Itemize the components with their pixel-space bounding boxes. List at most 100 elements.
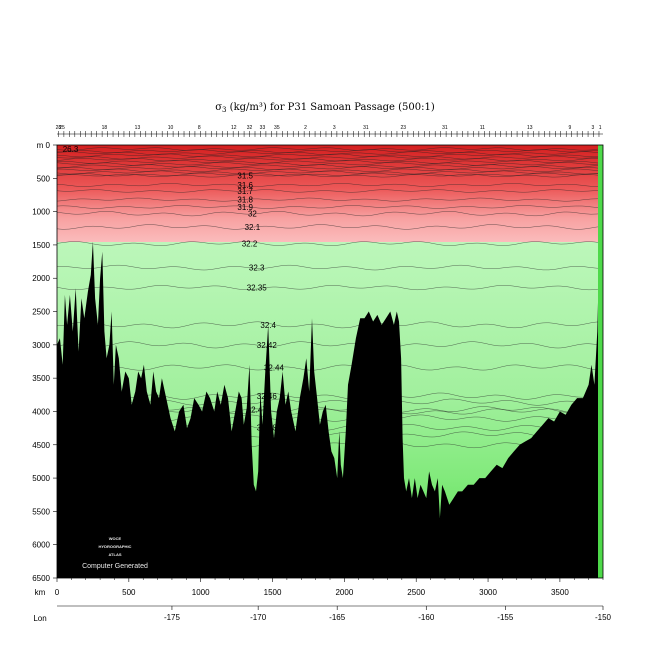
station-label: 25 [59,125,65,131]
isopycnal-line [57,197,603,202]
station-label: 9 [569,125,572,131]
y-tick-label: 3500 [32,374,50,383]
y-tick-label: 5000 [32,474,50,483]
lon-tick-label: -175 [164,613,181,622]
isopycnal-line [57,147,603,151]
isopycnal-label: 32 [248,210,257,219]
x-axis-unit: km [35,588,46,597]
isopycnal-line [57,205,603,209]
isopycnal-label: 32.47 [247,405,268,414]
isopycnal-line [57,172,603,177]
isopycnal-label: 32.1 [245,223,261,232]
isopycnal-line [57,211,603,217]
isopycnal-label: 31.9 [237,203,253,212]
isopycnal-label: 32.35 [247,284,268,293]
isopycnal-line [57,158,603,162]
x-tick-label: 2000 [335,588,353,597]
isopycnal-line [57,224,603,230]
isopycnal-line [57,321,603,329]
x-tick-label: 2500 [407,588,425,597]
y-tick-label: 3000 [32,341,50,350]
isopycnal-label: 32.4 [260,321,276,330]
isopycnal-label: 31.5 [237,172,253,181]
upper-density-band [57,145,603,242]
x-tick-label: 1500 [264,588,282,597]
isopycnal-line [57,341,603,349]
isopycnal-line [57,183,603,187]
station-label: 31 [363,125,369,131]
x-tick-label: 3500 [551,588,569,597]
watermark-line-1: WOCE [109,536,122,541]
station-label: 35 [274,125,280,131]
station-label: 18 [102,125,108,131]
x-tick-label: 0 [55,588,60,597]
station-label: 3 [592,125,595,131]
y-axis-unit: m [37,141,44,150]
x-tick-label: 3000 [479,588,497,597]
isopycnal-lines [57,147,603,449]
station-label: 13 [135,125,141,131]
station-label: 12 [231,125,237,131]
watermark-line-2: HYDROGRAPHIC [99,544,132,549]
isopycnal-line [57,173,603,178]
x-tick-label: 500 [122,588,136,597]
isopycnal-label: 32.2 [242,240,258,249]
lon-ticks: -175 -170 -165 -160 -155 -150 [164,606,612,622]
chart-title: σ3 (kg/m³) for P31 Samoan Passage (500:1… [215,102,435,114]
isopycnal-label: 32.48 [257,423,278,432]
isopycnal-label: 31.6 [237,181,253,190]
watermark-line-3: ATLAS [108,552,121,557]
isopycnal-line [57,285,603,291]
isopycnal-line [57,159,603,164]
station-label: 32 [247,125,253,131]
station-ticks [58,131,600,137]
lon-tick-label: -170 [250,613,267,622]
x-ticks: 0 500 1000 1500 2000 2500 3000 3500 [55,578,604,597]
lon-tick-label: -150 [595,613,612,622]
plot-area: 26.3 31.531.631.731.831.932 32.1 32.2 32.3 32… [57,145,603,578]
isopycnal-line [57,170,603,175]
isopycnal-label: 32.44 [264,363,285,372]
isopycnal-label: 31.7 [237,187,253,196]
isopycnal-line [57,189,603,193]
y-tick-label: 0 [46,141,51,150]
isopycnal-label: 32.46 [257,392,278,401]
station-label: 13 [527,125,533,131]
y-tick-label: 500 [37,174,51,183]
isopycnal-line [57,153,603,158]
y-tick-label: 1500 [32,241,50,250]
x-tick-label: 1000 [192,588,210,597]
y-tick-label: 6500 [32,574,50,583]
lon-tick-label: -160 [418,613,435,622]
station-label: 11 [480,125,485,131]
station-label: 10 [168,125,174,131]
station-label: 2 [304,125,307,131]
station-label: 33 [260,125,266,131]
watermark-caption: Computer Generated [82,563,148,570]
isopycnal-line [57,149,603,153]
station-label: 28 [56,125,62,131]
station-label: 8 [198,125,201,131]
isopycnal-line [57,155,603,160]
y-tick-label: 2500 [32,308,50,317]
isopycnal-label: 31.8 [237,196,253,205]
y-ticks: 0 500 1000 1500 2000 2500 3000 3500 4000 4500 5000… [32,141,57,583]
woce-watermark: WOCE HYDROGRAPHIC ATLAS Computer Generat… [82,536,148,570]
isopycnal-label: 32.42 [257,341,278,350]
isopycnal-line [57,264,603,271]
station-label: 1 [599,125,602,131]
isopycnal-line [57,364,603,371]
y-tick-label: 4500 [32,441,50,450]
y-tick-label: 5500 [32,507,50,516]
surface-density-label: 26.3 [63,145,79,154]
isopycnal-line [57,392,603,400]
lon-axis-label: Lon [33,614,46,623]
station-label: 31 [442,125,448,131]
y-tick-label: 1000 [32,208,50,217]
isopycnal-line [57,166,603,171]
y-tick-label: 6000 [32,541,50,550]
isopycnal-label: 32.3 [249,264,265,273]
isopycnal-labels: 26.3 31.531.631.731.831.932 32.1 32.2 32.3 32… [63,145,285,432]
